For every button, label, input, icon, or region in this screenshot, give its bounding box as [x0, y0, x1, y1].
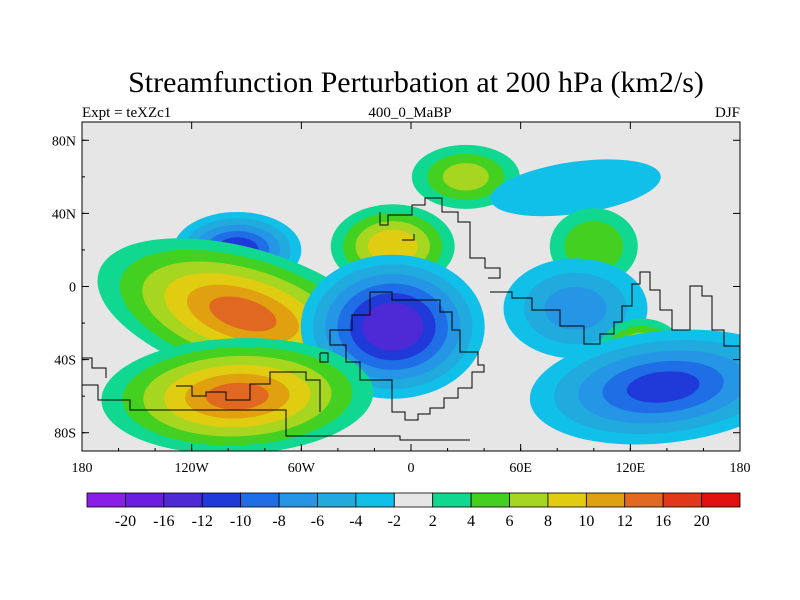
contour-level — [367, 229, 418, 264]
colorbar-swatch — [163, 492, 203, 508]
contour-level — [209, 296, 277, 332]
anomaly-10 — [101, 338, 374, 451]
colorbar-swatch — [701, 492, 741, 508]
y-tick-label: 0 — [69, 281, 76, 296]
colorbar-label: 10 — [578, 513, 594, 530]
experiment-label: Expt = teXZc1 — [82, 105, 171, 121]
colorbar-label: -16 — [153, 513, 174, 530]
y-tick-label: 80S — [54, 427, 76, 442]
y-tick-label: 80N — [52, 134, 76, 149]
colorbar-swatch — [432, 492, 472, 508]
colorbar-label: -12 — [192, 513, 213, 530]
colorbar-label: 16 — [655, 513, 671, 530]
colorbar-label: 2 — [429, 513, 437, 530]
colorbar-swatch — [585, 492, 626, 508]
y-tick-label: 40S — [54, 354, 76, 369]
colorbar-swatch — [125, 492, 165, 508]
colorbar-label: 12 — [617, 513, 633, 530]
coastline — [82, 197, 740, 441]
colorbar-swatch — [624, 492, 664, 508]
colorbar-swatch — [317, 492, 357, 508]
colorbar-swatch — [355, 492, 395, 508]
colorbar-swatch — [86, 492, 126, 508]
colorbar-swatch — [278, 492, 318, 508]
x-tick-label: 60E — [509, 461, 532, 476]
anomaly-4 — [490, 159, 661, 217]
contour-level — [442, 163, 489, 191]
anomaly-11 — [529, 329, 740, 445]
contour-level — [544, 287, 607, 330]
colorbar-swatch — [240, 492, 280, 508]
colorbar-swatch — [547, 492, 587, 508]
field-contours — [97, 144, 740, 451]
colorbar-label: 4 — [467, 513, 475, 530]
colorbar-label: -10 — [230, 513, 251, 530]
contour-level — [362, 302, 424, 351]
colorbar-label: 6 — [506, 513, 514, 530]
chart-title: Streamfunction Perturbation at 200 hPa (… — [128, 66, 704, 99]
colorbar: -20 -16 -12 -10 -8 -6 -4 -2 2 4 6 8 10 12 16 20 — [86, 492, 741, 530]
colorbar-label: -4 — [349, 513, 362, 530]
x-tick-label: 120W — [175, 461, 210, 476]
contour-level — [205, 382, 269, 410]
colorbar-swatch — [662, 492, 702, 508]
contour-level — [626, 371, 700, 403]
colorbar-label: -6 — [311, 513, 324, 530]
x-axis: 180 120W 60W 0 60E 120E 180 — [72, 122, 751, 476]
y-axis: 80N 40N 0 40S 80S — [52, 134, 740, 442]
x-tick-label: 0 — [408, 461, 415, 476]
run-label: 400_0_MaBP — [368, 105, 451, 121]
colorbar-label: 20 — [694, 513, 710, 530]
colorbar-swatch — [201, 492, 242, 508]
colorbar-label: -20 — [115, 513, 136, 530]
colorbar-swatch — [393, 492, 434, 508]
colorbar-label: -8 — [272, 513, 285, 530]
y-tick-label: 40N — [52, 207, 76, 222]
x-tick-label: 180 — [72, 461, 93, 476]
x-tick-label: 60W — [288, 461, 316, 476]
season-label: DJF — [715, 105, 740, 121]
x-tick-label: 120E — [616, 461, 646, 476]
colorbar-label: -2 — [388, 513, 401, 530]
x-tick-label: 180 — [730, 461, 751, 476]
colorbar-label: 8 — [544, 513, 552, 530]
colorbar-swatch — [509, 492, 549, 508]
colorbar-swatch — [470, 492, 510, 508]
contour-level — [490, 159, 661, 217]
